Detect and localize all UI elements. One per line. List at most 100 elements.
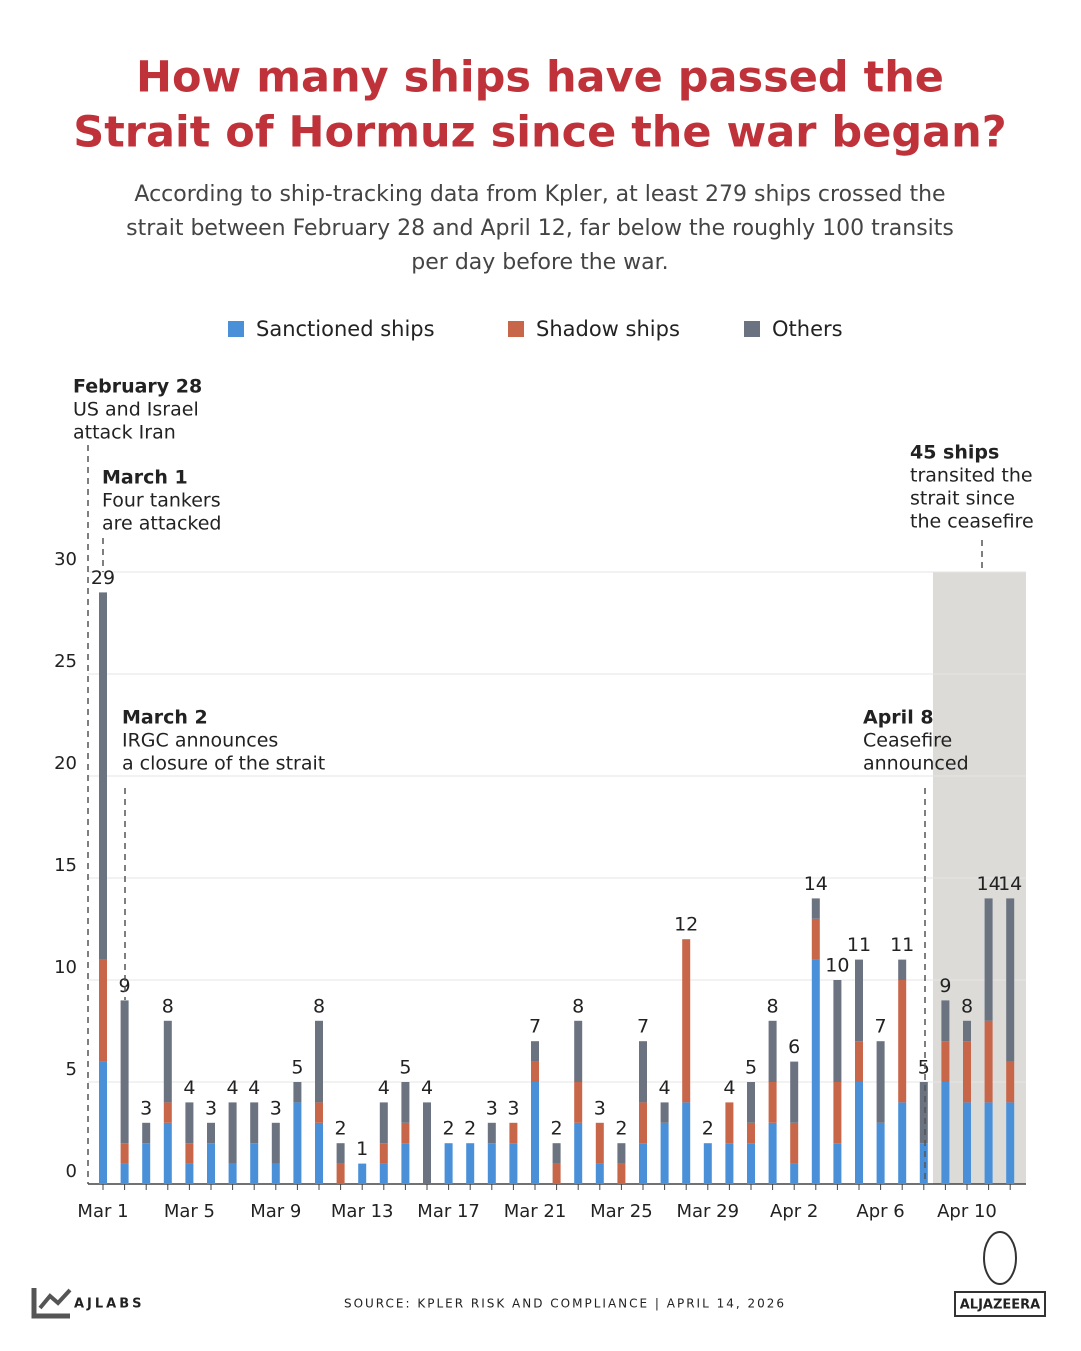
y-tick-label: 5 — [66, 1059, 77, 1080]
annotation-text: US and Israel — [73, 399, 199, 421]
legend-label: Others — [772, 317, 843, 341]
bar-segment — [163, 1102, 172, 1123]
bar-segment — [984, 1102, 993, 1184]
bar-segment — [142, 1122, 151, 1144]
bar-segment — [487, 1143, 496, 1184]
annotation-text: strait since — [910, 488, 1015, 510]
total-label: 14 — [998, 873, 1022, 895]
title: How many ships have passed the — [136, 53, 944, 103]
total-label: 4 — [421, 1077, 433, 1099]
annotation-text: attack Iran — [73, 422, 176, 444]
bar-segment — [315, 1102, 323, 1123]
annotation-text: a closure of the strait — [122, 753, 325, 775]
y-tick-label: 25 — [54, 651, 77, 672]
total-label: 4 — [248, 1077, 260, 1099]
total-label: 2 — [464, 1118, 476, 1140]
total-label: 8 — [767, 995, 779, 1017]
bar-segment — [1006, 1061, 1015, 1103]
bar-segment — [120, 1000, 129, 1144]
total-label: 11 — [847, 934, 871, 956]
bar-segment — [790, 1163, 799, 1184]
annotation-text: IRGC announces — [122, 730, 278, 752]
bar-segment — [207, 1143, 215, 1184]
annotation-title: February 28 — [73, 376, 202, 398]
bar-segment — [120, 1143, 129, 1164]
bar-segment — [574, 1122, 583, 1184]
bar-segment — [639, 1041, 647, 1103]
bar-segment — [531, 1061, 539, 1082]
bar-segment — [876, 1041, 885, 1123]
y-tick-label: 10 — [54, 957, 77, 978]
annotation-title: March 1 — [102, 467, 188, 489]
total-label: 7 — [529, 1016, 541, 1038]
bar-segment — [898, 980, 907, 1103]
bar-segment — [509, 1122, 518, 1144]
bar-segment — [574, 1020, 583, 1082]
logo-text: ALJAZEERA — [960, 1298, 1041, 1313]
total-label: 7 — [637, 1016, 649, 1038]
bar-segment — [228, 1163, 237, 1184]
y-tick-label: 0 — [66, 1161, 77, 1182]
subtitle: per day before the war. — [411, 250, 668, 275]
bar-segment — [811, 959, 820, 1184]
bar-segment — [768, 1122, 777, 1184]
total-label: 8 — [961, 995, 973, 1017]
x-tick-label: Mar 21 — [504, 1201, 567, 1222]
bar-segment — [919, 1082, 928, 1144]
bar-segment — [898, 959, 907, 980]
bar-segment — [142, 1143, 151, 1184]
total-label: 3 — [486, 1097, 498, 1119]
total-label: 3 — [507, 1097, 519, 1119]
total-label: 29 — [91, 567, 115, 589]
bar-segment — [163, 1020, 172, 1103]
bar-segment — [941, 1000, 950, 1042]
bar-segment — [833, 980, 842, 1082]
annotation-text: Ceasefire — [863, 730, 952, 752]
bar-segment — [639, 1102, 647, 1144]
bar-segment — [574, 1082, 583, 1123]
bar-segment — [963, 1041, 971, 1103]
bar-segment — [250, 1143, 259, 1184]
annotation-text: the ceasefire — [910, 511, 1034, 533]
total-label: 4 — [378, 1077, 390, 1099]
annotation-text: announced — [863, 753, 969, 775]
total-label: 5 — [399, 1057, 411, 1079]
total-label: 9 — [939, 975, 951, 997]
total-label: 3 — [270, 1097, 282, 1119]
subtitle: According to ship-tracking data from Kpl… — [134, 182, 945, 207]
x-tick-label: Mar 17 — [417, 1201, 480, 1222]
bar-segment — [315, 1020, 323, 1103]
bar-segment — [1006, 898, 1015, 1062]
bar-segment — [963, 1020, 971, 1042]
bar-segment — [99, 592, 107, 960]
x-tick-label: Mar 9 — [250, 1201, 301, 1222]
bar-segment — [833, 1082, 842, 1144]
bar-segment — [185, 1163, 194, 1184]
annotation-text: are attacked — [102, 513, 221, 535]
bar-segment — [963, 1102, 971, 1184]
total-label: 8 — [162, 995, 174, 1017]
bar-segment — [99, 959, 107, 1062]
bar-segment — [984, 1020, 993, 1103]
x-tick-label: Mar 13 — [331, 1201, 394, 1222]
bar-segment — [185, 1102, 194, 1144]
source: SOURCE: KPLER RISK AND COMPLIANCE | APRI… — [344, 1297, 786, 1311]
bar-segment — [919, 1143, 928, 1184]
title: Strait of Hormuz since the war began? — [73, 108, 1006, 158]
bar-segment — [185, 1143, 194, 1164]
bar-segment — [487, 1122, 496, 1144]
bar-segment — [379, 1163, 388, 1184]
bar-segment — [207, 1122, 215, 1144]
bar-segment — [315, 1122, 323, 1184]
bar-segment — [747, 1122, 755, 1144]
bar-segment — [358, 1163, 367, 1184]
bar-segment — [509, 1143, 518, 1184]
legend-swatch — [744, 321, 760, 337]
total-label: 5 — [918, 1057, 930, 1079]
bar-segment — [682, 1102, 691, 1184]
total-label: 2 — [615, 1118, 627, 1140]
x-tick-label: Apr 6 — [856, 1201, 904, 1222]
legend-label: Shadow ships — [536, 317, 680, 341]
bar-segment — [595, 1163, 604, 1184]
bar-segment — [617, 1143, 626, 1164]
